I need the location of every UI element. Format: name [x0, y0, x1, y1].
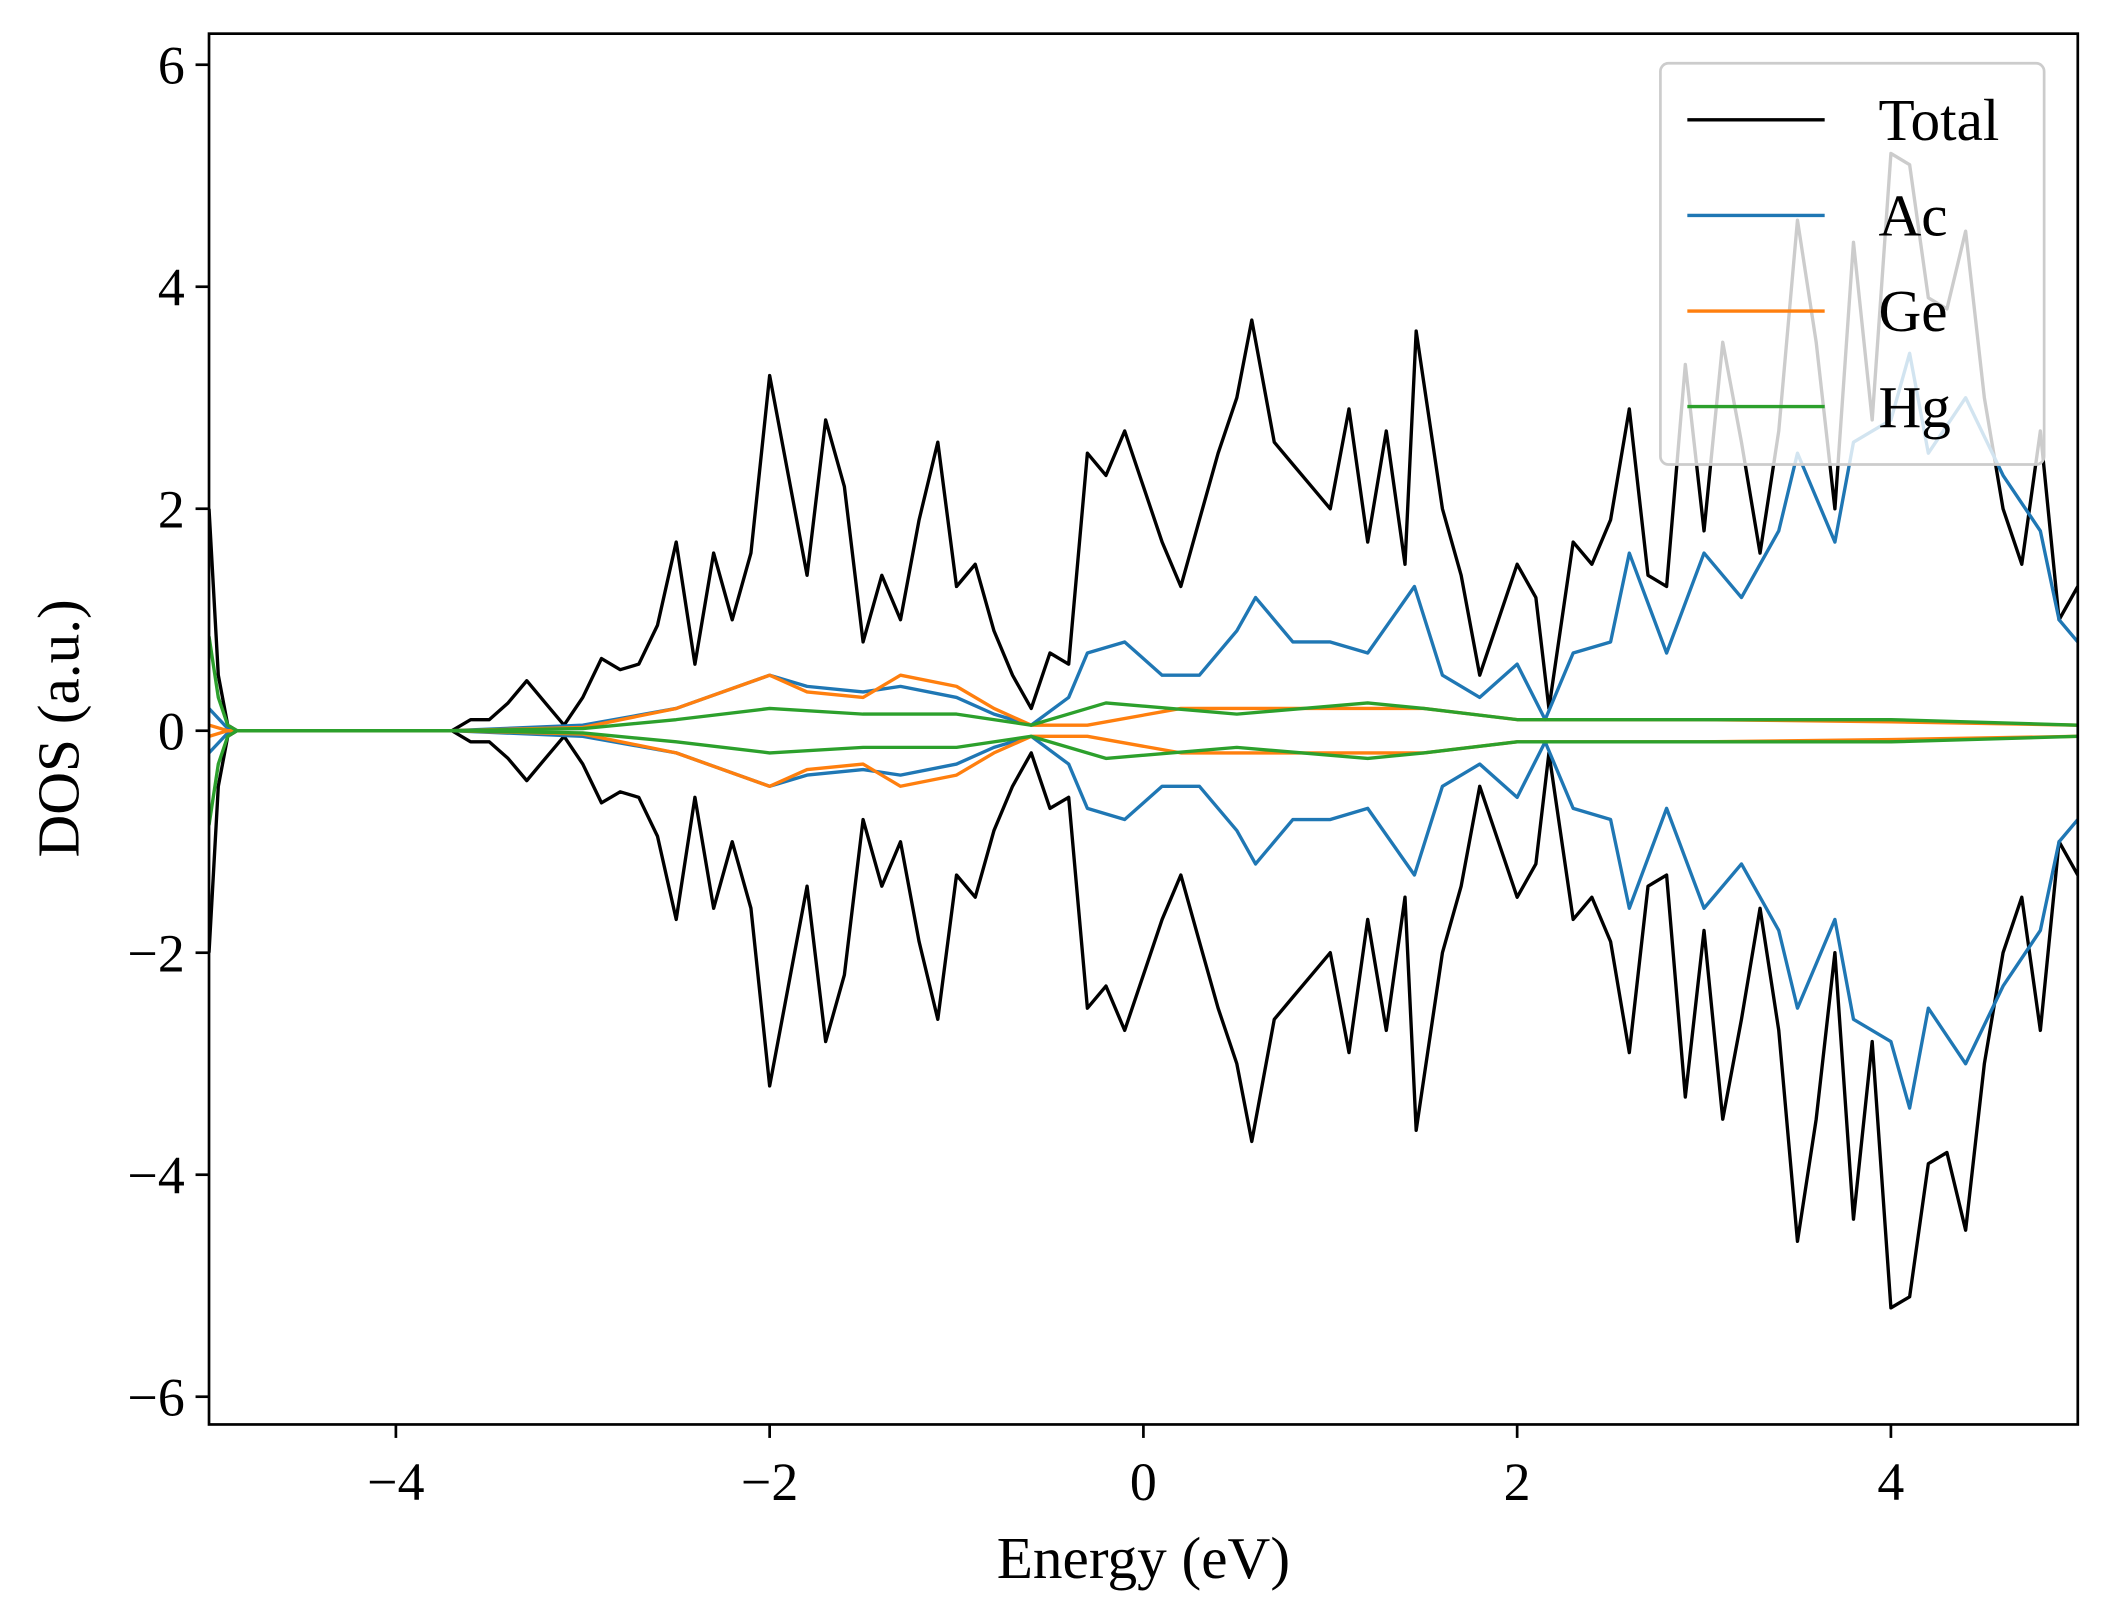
- legend-label-total: Total: [1879, 87, 2000, 153]
- series-hg-spin-down-line: [209, 728, 2078, 826]
- legend-frame: [1659, 61, 2046, 466]
- y-axis: 6 4 2 0 −2 −4 −6: [127, 36, 210, 1428]
- plot-area: [209, 151, 2078, 1310]
- x-tick-label: −2: [741, 1452, 798, 1512]
- series-total-spin-down-line: [209, 728, 2078, 1310]
- x-tick-label: 2: [1504, 1452, 1531, 1512]
- y-tick-label: 4: [158, 258, 185, 318]
- legend-label-ac: Ac: [1879, 183, 1948, 249]
- x-tick-label: −4: [367, 1452, 424, 1512]
- series-ac-spin-down-line: [209, 728, 2078, 1110]
- x-axis-label: Energy (eV): [997, 1525, 1290, 1591]
- legend-label-ge: Ge: [1879, 278, 1948, 344]
- x-tick-label: 0: [1130, 1452, 1157, 1512]
- y-tick-label: −2: [127, 924, 184, 984]
- legend-label-hg: Hg: [1879, 374, 1951, 440]
- y-tick-label: 6: [158, 36, 185, 96]
- y-tick-label: −6: [127, 1368, 184, 1428]
- series-ge-spin-up-line: [209, 673, 2078, 733]
- x-axis: −4 −2 0 2 4: [367, 1424, 1904, 1512]
- y-tick-label: −4: [127, 1146, 184, 1206]
- series-ge-spin-down-line: [209, 728, 2078, 788]
- legend: Total Ac Ge Hg: [1659, 61, 2046, 466]
- y-tick-label: 0: [158, 702, 185, 762]
- x-tick-label: 4: [1877, 1452, 1904, 1512]
- y-tick-label: 2: [158, 480, 185, 540]
- y-axis-label: DOS (a.u.): [25, 599, 91, 857]
